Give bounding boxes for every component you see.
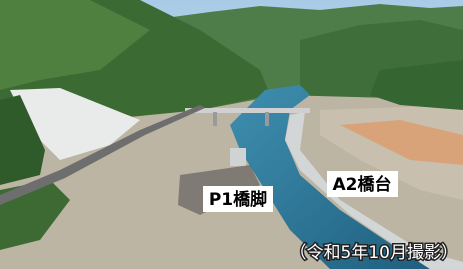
page: P1橋脚 A2橋台 （令和5年10月撮影） (() => { const dat… [0,0,463,269]
bridge-pier [265,112,269,126]
photo: P1橋脚 A2橋台 （令和5年10月撮影） [0,0,463,269]
caption: （令和5年10月撮影） [290,243,458,263]
bridge [185,108,310,113]
label-a2: A2橋台 [333,174,392,195]
bridge-pier [213,112,217,126]
label-p1: P1橋脚 [209,189,267,210]
pier-site [230,148,246,166]
